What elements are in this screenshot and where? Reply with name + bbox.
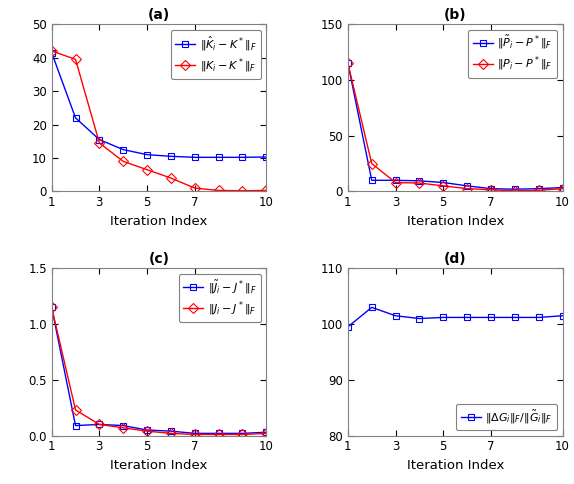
$\|J_i - J^*\|_F$: [239, 432, 246, 438]
$\|\hat{K}_i - K^*\|_F$: [48, 50, 55, 56]
$\|\tilde{J}_i - J^*\|_F$: [120, 423, 127, 428]
$\|K_i - K^*\|_F$: [263, 187, 270, 193]
$\|P_i - P^*\|_F$: [344, 60, 351, 66]
Line: $\|\Delta G_i\|_F/\|\tilde{G}_i\|_F$: $\|\Delta G_i\|_F/\|\tilde{G}_i\|_F$: [344, 304, 566, 331]
Line: $\|\tilde{P}_i - P^*\|_F$: $\|\tilde{P}_i - P^*\|_F$: [344, 60, 566, 193]
$\|\Delta G_i\|_F/\|\tilde{G}_i\|_F$: [440, 315, 447, 320]
$\|\tilde{J}_i - J^*\|_F$: [96, 422, 103, 427]
$\|P_i - P^*\|_F$: [464, 186, 471, 192]
Line: $\|K_i - K^*\|_F$: $\|K_i - K^*\|_F$: [48, 47, 270, 194]
$\|J_i - J^*\|_F$: [72, 407, 79, 413]
$\|K_i - K^*\|_F$: [48, 48, 55, 54]
$\|\tilde{J}_i - J^*\|_F$: [239, 430, 246, 436]
$\|P_i - P^*\|_F$: [535, 187, 542, 193]
$\|K_i - K^*\|_F$: [144, 167, 150, 173]
$\|\Delta G_i\|_F/\|\tilde{G}_i\|_F$: [559, 313, 566, 318]
$\|\tilde{J}_i - J^*\|_F$: [215, 430, 222, 436]
$\|P_i - P^*\|_F$: [559, 186, 566, 192]
$\|K_i - K^*\|_F$: [239, 188, 246, 194]
$\|\hat{K}_i - K^*\|_F$: [263, 154, 270, 160]
$\|J_i - J^*\|_F$: [48, 304, 55, 310]
$\|J_i - J^*\|_F$: [191, 432, 198, 438]
$\|\Delta G_i\|_F/\|\tilde{G}_i\|_F$: [535, 315, 542, 320]
$\|\tilde{P}_i - P^*\|_F$: [369, 177, 375, 183]
$\|P_i - P^*\|_F$: [392, 180, 399, 185]
Title: (a): (a): [148, 8, 170, 22]
$\|\tilde{P}_i - P^*\|_F$: [559, 184, 566, 190]
Title: (b): (b): [444, 8, 467, 22]
$\|J_i - J^*\|_F$: [96, 422, 103, 427]
$\|P_i - P^*\|_F$: [369, 161, 375, 166]
$\|\Delta G_i\|_F/\|\tilde{G}_i\|_F$: [464, 315, 471, 320]
$\|J_i - J^*\|_F$: [168, 430, 174, 436]
$\|\Delta G_i\|_F/\|\tilde{G}_i\|_F$: [392, 313, 399, 318]
Legend: $\|\Delta G_i\|_F/\|\tilde{G}_i\|_F$: $\|\Delta G_i\|_F/\|\tilde{G}_i\|_F$: [456, 404, 557, 430]
$\|K_i - K^*\|_F$: [72, 57, 79, 62]
$\|\Delta G_i\|_F/\|\tilde{G}_i\|_F$: [511, 315, 518, 320]
$\|K_i - K^*\|_F$: [120, 158, 127, 164]
Line: $\|P_i - P^*\|_F$: $\|P_i - P^*\|_F$: [344, 60, 566, 195]
$\|\tilde{P}_i - P^*\|_F$: [511, 186, 518, 192]
$\|\tilde{P}_i - P^*\|_F$: [535, 186, 542, 192]
$\|\tilde{J}_i - J^*\|_F$: [168, 428, 174, 434]
X-axis label: Iteration Index: Iteration Index: [406, 459, 504, 472]
$\|\hat{K}_i - K^*\|_F$: [168, 153, 174, 159]
$\|\Delta G_i\|_F/\|\tilde{G}_i\|_F$: [369, 304, 375, 310]
$\|K_i - K^*\|_F$: [96, 140, 103, 146]
Line: $\|\tilde{J}_i - J^*\|_F$: $\|\tilde{J}_i - J^*\|_F$: [48, 304, 270, 437]
$\|\tilde{P}_i - P^*\|_F$: [392, 177, 399, 183]
$\|\hat{K}_i - K^*\|_F$: [72, 115, 79, 121]
$\|\Delta G_i\|_F/\|\tilde{G}_i\|_F$: [487, 315, 494, 320]
$\|\hat{K}_i - K^*\|_F$: [191, 154, 198, 160]
$\|J_i - J^*\|_F$: [215, 432, 222, 438]
$\|P_i - P^*\|_F$: [487, 187, 494, 193]
$\|J_i - J^*\|_F$: [120, 425, 127, 431]
$\|\tilde{P}_i - P^*\|_F$: [464, 183, 471, 189]
Legend: $\|\tilde{J}_i - J^*\|_F$, $\|J_i - J^*\|_F$: $\|\tilde{J}_i - J^*\|_F$, $\|J_i - J^*\…: [179, 274, 261, 322]
$\|\tilde{P}_i - P^*\|_F$: [440, 180, 447, 185]
X-axis label: Iteration Index: Iteration Index: [406, 215, 504, 228]
$\|J_i - J^*\|_F$: [144, 428, 150, 434]
$\|\tilde{J}_i - J^*\|_F$: [72, 423, 79, 428]
Line: $\|\hat{K}_i - K^*\|_F$: $\|\hat{K}_i - K^*\|_F$: [48, 49, 270, 161]
$\|\hat{K}_i - K^*\|_F$: [215, 154, 222, 160]
$\|J_i - J^*\|_F$: [263, 430, 270, 436]
$\|K_i - K^*\|_F$: [168, 175, 174, 181]
$\|\tilde{P}_i - P^*\|_F$: [416, 178, 423, 184]
Line: $\|J_i - J^*\|_F$: $\|J_i - J^*\|_F$: [48, 304, 270, 438]
$\|\tilde{J}_i - J^*\|_F$: [263, 429, 270, 435]
$\|\tilde{P}_i - P^*\|_F$: [344, 60, 351, 66]
$\|\Delta G_i\|_F/\|\tilde{G}_i\|_F$: [344, 324, 351, 330]
Title: (c): (c): [149, 252, 169, 266]
Legend: $\|\tilde{P}_i - P^*\|_F$, $\|P_i - P^*\|_F$: $\|\tilde{P}_i - P^*\|_F$, $\|P_i - P^*\…: [468, 30, 557, 78]
$\|\Delta G_i\|_F/\|\tilde{G}_i\|_F$: [416, 316, 423, 321]
$\|\hat{K}_i - K^*\|_F$: [239, 154, 246, 160]
$\|P_i - P^*\|_F$: [416, 180, 423, 186]
$\|\hat{K}_i - K^*\|_F$: [96, 136, 103, 142]
X-axis label: Iteration Index: Iteration Index: [110, 215, 208, 228]
$\|P_i - P^*\|_F$: [440, 183, 447, 189]
Title: (d): (d): [444, 252, 467, 266]
$\|\tilde{J}_i - J^*\|_F$: [48, 304, 55, 310]
$\|\tilde{P}_i - P^*\|_F$: [487, 186, 494, 192]
$\|\tilde{J}_i - J^*\|_F$: [144, 427, 150, 433]
$\|\tilde{J}_i - J^*\|_F$: [191, 430, 198, 436]
$\|\hat{K}_i - K^*\|_F$: [120, 147, 127, 152]
$\|P_i - P^*\|_F$: [511, 188, 518, 194]
X-axis label: Iteration Index: Iteration Index: [110, 459, 208, 472]
$\|K_i - K^*\|_F$: [191, 185, 198, 191]
Legend: $\|\hat{K}_i - K^*\|_F$, $\|K_i - K^*\|_F$: $\|\hat{K}_i - K^*\|_F$, $\|K_i - K^*\|_…: [171, 30, 261, 79]
$\|K_i - K^*\|_F$: [215, 187, 222, 193]
$\|\hat{K}_i - K^*\|_F$: [144, 152, 150, 158]
